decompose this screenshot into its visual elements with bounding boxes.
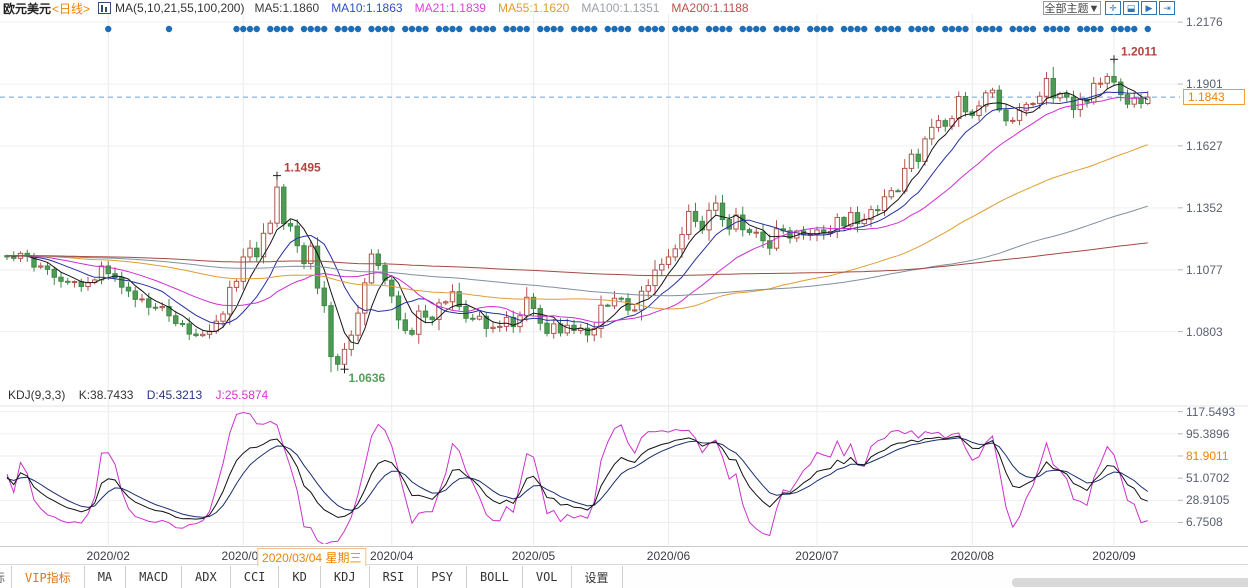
indicator-tab-macd[interactable]: MACD <box>126 566 183 588</box>
price-axis-label: 1.1352 <box>1186 200 1223 215</box>
price-axis-label: 1.1627 <box>1186 138 1223 153</box>
kdj-axis-label: 28.9105 <box>1186 493 1230 508</box>
kdj-axis-label: 6.7508 <box>1186 515 1223 530</box>
ma-values: MA5:1.1860 MA10:1.1863 MA21:1.1839 MA55:1.1… <box>254 1 760 15</box>
ma-value: MA5:1.1860 <box>254 1 320 15</box>
candlestick-chart-icon[interactable] <box>98 2 112 14</box>
svg-text:1.2011: 1.2011 <box>1121 44 1157 58</box>
window-icons: ✛ ⬓ ▶ ⇥ <box>1105 1 1175 15</box>
month-label: 2020/03 <box>221 549 265 563</box>
kdj-d-value: D:45.3213 <box>146 388 203 402</box>
kdj-k-value: K:38.7433 <box>78 388 134 402</box>
pane-icon[interactable]: ⬓ <box>1123 1 1139 15</box>
theme-dropdown[interactable]: 全部主题▼ <box>1043 1 1101 15</box>
indicator-header: 欧元美元 <日线> MA(5,10,21,55,100,200) MA5:1.1… <box>0 0 1248 16</box>
indicator-tab-vol[interactable]: VOL <box>522 566 572 588</box>
ma-value: MA10:1.1863 <box>331 1 403 15</box>
indicator-tab-kd[interactable]: KD <box>279 566 321 588</box>
ma-value: MA200:1.1188 <box>671 1 749 15</box>
kdj-axis-label: 95.3896 <box>1186 426 1230 441</box>
ma-value: MA21:1.1839 <box>414 1 486 15</box>
month-label: 2020/02 <box>86 549 130 563</box>
indicator-toolbar: 标VIP指标MAMACDADXCCIKDKDJRSIPSYBOLLVOL设置 <box>0 566 1248 588</box>
indicator-tab-psy[interactable]: PSY <box>418 566 467 588</box>
timeframe-label: <日线> <box>52 1 91 16</box>
kdj-header: KDJ(9,3,3) K:38.7433 D:45.3213 J:25.5874 <box>8 388 278 402</box>
indicator-tab-cci[interactable]: CCI <box>230 566 280 588</box>
ma-value: MA55:1.1620 <box>497 1 570 15</box>
month-label: 2020/04 <box>370 549 414 563</box>
price-axis-label: 1.0803 <box>1186 324 1223 339</box>
indicator-tab-设置[interactable]: 设置 <box>571 566 623 588</box>
indicator-tab-boll[interactable]: BOLL <box>466 566 523 588</box>
price-axis-label: 1.2176 <box>1186 15 1223 30</box>
horizontal-scrollbar-thumb[interactable] <box>1012 578 1248 587</box>
scale-icon[interactable]: ▶ <box>1141 1 1157 15</box>
price-axis-label: 1.1077 <box>1186 262 1223 277</box>
kdj-axis-label: 117.5493 <box>1186 404 1236 419</box>
month-label: 2020/07 <box>795 549 839 563</box>
month-label: 2020/08 <box>950 549 994 563</box>
symbol-name: 欧元美元 <box>3 1 52 16</box>
svg-text:1.0636: 1.0636 <box>349 371 386 385</box>
time-axis: 2020/02 2020/03 2020/04 2020/05 2020/06 2020/… <box>0 546 1248 567</box>
kdj-axis-label: 81.9011 <box>1186 448 1229 463</box>
svg-text:1.1495: 1.1495 <box>284 161 321 175</box>
ma-params: MA(5,10,21,55,100,200) <box>115 1 245 15</box>
indicator-tab-adx[interactable]: ADX <box>182 566 231 588</box>
pan-icon[interactable]: ⇥ <box>1159 1 1175 15</box>
month-label: 2020/09 <box>1092 549 1136 563</box>
month-label: 2020/05 <box>511 549 556 563</box>
clipped-tab-fragment: 标 <box>0 566 12 588</box>
price-axis-label: 1.1901 <box>1186 77 1223 92</box>
indicator-tab-vip指标[interactable]: VIP指标 <box>12 566 85 588</box>
indicator-tab-rsi[interactable]: RSI <box>369 566 419 588</box>
kdj-title: KDJ(9,3,3) <box>8 388 66 402</box>
month-label: 2020/06 <box>646 549 691 563</box>
current-price-badge: 1.1843 <box>1183 89 1245 106</box>
indicator-tab-kdj[interactable]: KDJ <box>320 566 370 588</box>
crosshair-date-label: 2020/03/04 星期三 <box>257 548 367 567</box>
fit-icon[interactable]: ✛ <box>1105 1 1121 15</box>
kdj-j-value: J:25.5874 <box>215 388 269 402</box>
ma-value: MA100:1.1351 <box>581 1 660 15</box>
indicator-tab-ma[interactable]: MA <box>84 566 127 588</box>
kdj-axis-label: 51.0702 <box>1186 471 1230 486</box>
